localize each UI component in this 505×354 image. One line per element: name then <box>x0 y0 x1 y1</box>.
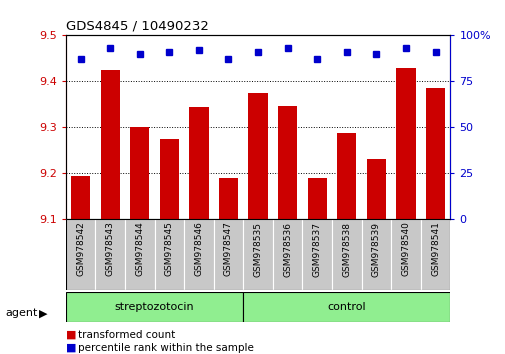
Text: GSM978545: GSM978545 <box>165 222 174 276</box>
Bar <box>277 106 296 219</box>
Text: transformed count: transformed count <box>78 330 175 339</box>
Text: GSM978541: GSM978541 <box>430 222 439 276</box>
Bar <box>248 93 267 219</box>
Bar <box>395 68 415 219</box>
Bar <box>219 178 238 219</box>
Bar <box>243 219 272 290</box>
Text: percentile rank within the sample: percentile rank within the sample <box>78 343 254 353</box>
Bar <box>366 159 385 219</box>
Bar <box>302 219 331 290</box>
Text: GSM978547: GSM978547 <box>224 222 232 276</box>
Bar <box>130 127 149 219</box>
Bar <box>213 219 243 290</box>
Text: GSM978536: GSM978536 <box>283 222 291 276</box>
Bar <box>189 107 208 219</box>
Text: streptozotocin: streptozotocin <box>115 302 194 312</box>
Bar <box>184 219 213 290</box>
Text: control: control <box>327 302 366 312</box>
Bar <box>71 176 90 219</box>
Text: GSM978539: GSM978539 <box>371 222 380 276</box>
Bar <box>272 219 302 290</box>
Bar <box>243 292 449 322</box>
Bar <box>100 70 120 219</box>
Text: GDS4845 / 10490232: GDS4845 / 10490232 <box>66 20 208 33</box>
Text: GSM978544: GSM978544 <box>135 222 144 276</box>
Bar <box>66 219 95 290</box>
Text: GSM978538: GSM978538 <box>341 222 350 276</box>
Bar <box>154 219 184 290</box>
Bar <box>95 219 125 290</box>
Bar <box>336 133 356 219</box>
Text: GSM978537: GSM978537 <box>312 222 321 276</box>
Bar <box>160 139 179 219</box>
Text: GSM978542: GSM978542 <box>76 222 85 276</box>
Text: ▶: ▶ <box>39 308 47 318</box>
Bar <box>331 219 361 290</box>
Text: GSM978543: GSM978543 <box>106 222 115 276</box>
Text: ■: ■ <box>66 343 76 353</box>
Bar <box>66 292 243 322</box>
Text: ■: ■ <box>66 330 76 339</box>
Bar <box>307 178 326 219</box>
Bar <box>425 88 444 219</box>
Text: GSM978546: GSM978546 <box>194 222 203 276</box>
Text: agent: agent <box>5 308 37 318</box>
Bar <box>390 219 420 290</box>
Bar <box>125 219 154 290</box>
Bar <box>420 219 449 290</box>
Text: GSM978540: GSM978540 <box>400 222 410 276</box>
Bar <box>361 219 390 290</box>
Text: GSM978535: GSM978535 <box>253 222 262 276</box>
